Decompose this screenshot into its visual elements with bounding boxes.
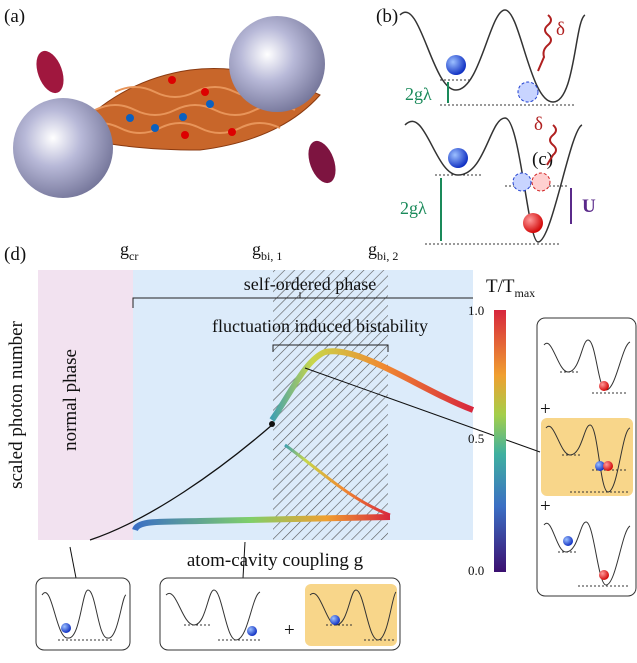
- self-ordered-label: self-ordered phase: [244, 274, 376, 294]
- colorbar-title: T/Tmax: [486, 276, 535, 300]
- atom: [330, 615, 340, 625]
- photon: [538, 15, 551, 71]
- atom: [563, 536, 573, 546]
- g-bi1: gbi, 1: [252, 239, 282, 263]
- panel-label: (d): [4, 244, 26, 265]
- atom: [448, 148, 468, 168]
- plus: +: [284, 620, 295, 641]
- highlight: [541, 418, 633, 496]
- potential: [405, 118, 582, 242]
- atom: [446, 55, 466, 75]
- highlight: [305, 584, 397, 646]
- atom-virtual: [518, 82, 538, 102]
- colorbar-tick: 1.0: [468, 303, 484, 318]
- delta-label: δ: [534, 114, 543, 135]
- normal-region: [38, 270, 133, 540]
- lens: [303, 137, 341, 187]
- atom: [523, 213, 543, 233]
- panel-label: (b): [376, 6, 398, 27]
- atom: [603, 461, 613, 471]
- delta-label: δ: [556, 19, 565, 40]
- pointer: [70, 547, 76, 578]
- potential: [544, 340, 630, 390]
- atom: [247, 626, 257, 636]
- g-cr: gcr: [120, 239, 138, 263]
- endpoint: [269, 421, 275, 427]
- lens: [31, 47, 69, 97]
- figure: (a) (b) 2gλ δ (c) 2gλ U δ (d) gcr gbi, 1…: [0, 0, 637, 658]
- g-bi2: gbi, 2: [368, 239, 398, 263]
- atom: [61, 623, 71, 633]
- potential: [42, 590, 126, 638]
- splitting-label: 2gλ: [405, 84, 432, 104]
- interaction-label: U: [582, 196, 596, 217]
- colorbar-tick: 0.0: [468, 563, 484, 578]
- state-box: [36, 578, 130, 650]
- colorbar: [494, 310, 506, 572]
- potential: [544, 522, 630, 585]
- splitting-label: 2gλ: [400, 198, 427, 218]
- plus: +: [540, 496, 551, 517]
- plus: +: [540, 399, 551, 420]
- colorbar-tick: 0.5: [468, 431, 484, 446]
- atom: [599, 381, 609, 391]
- bistability-label: fluctuation induced bistability: [212, 316, 428, 336]
- bistable-region: [273, 270, 388, 540]
- potential: [166, 590, 260, 640]
- panel-label: (a): [4, 6, 25, 27]
- mirror: [13, 98, 113, 198]
- atom: [599, 570, 609, 580]
- normal-phase-label: normal phase: [60, 349, 81, 451]
- mirror: [229, 16, 325, 112]
- atom-virtual: [532, 173, 550, 191]
- y-axis-label: scaled photon number: [6, 320, 27, 488]
- x-axis-label: atom-cavity coupling g: [187, 550, 364, 571]
- atom-virtual: [513, 173, 531, 191]
